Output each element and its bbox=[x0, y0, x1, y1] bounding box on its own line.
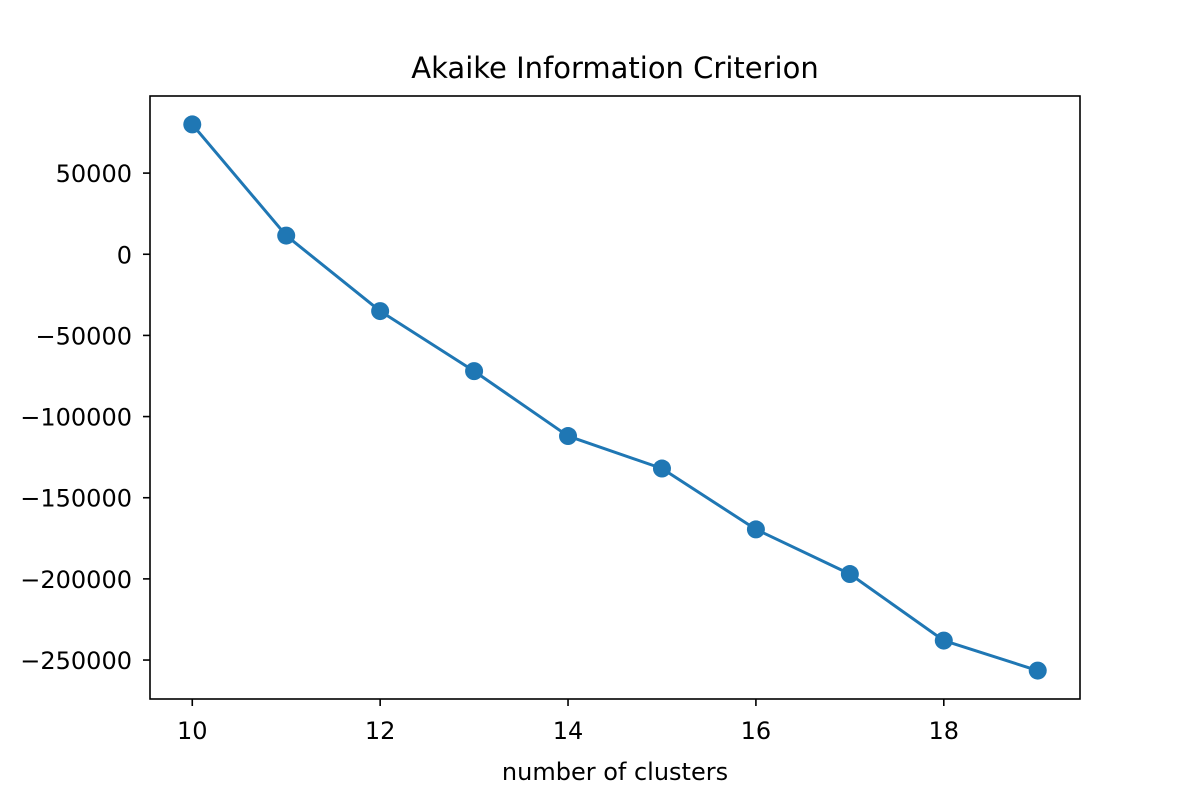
y-tick-label: −150000 bbox=[20, 485, 132, 513]
y-tick-label: −250000 bbox=[20, 647, 132, 675]
x-tick-label: 18 bbox=[929, 717, 960, 745]
data-point bbox=[559, 427, 578, 446]
data-point bbox=[1028, 661, 1047, 680]
chart-title: Akaike Information Criterion bbox=[411, 51, 818, 85]
data-point bbox=[652, 459, 671, 478]
y-axis-ticks: 50000 0 −50000 −100000 −150000 −200000 −250000 bbox=[20, 160, 150, 675]
y-tick-label: 0 bbox=[117, 241, 132, 269]
data-point bbox=[183, 115, 202, 134]
x-tick-label: 12 bbox=[365, 717, 396, 745]
series-layer bbox=[183, 115, 1047, 680]
data-point bbox=[277, 226, 296, 245]
plot-area-frame bbox=[149, 95, 1081, 700]
x-tick-label: 16 bbox=[741, 717, 772, 745]
y-tick-label: −100000 bbox=[20, 404, 132, 432]
data-point bbox=[465, 362, 484, 381]
data-point bbox=[371, 302, 390, 321]
x-axis-label: number of clusters bbox=[502, 758, 728, 786]
x-axis-ticks: 10 12 14 16 18 bbox=[177, 699, 959, 745]
y-tick-label: −200000 bbox=[20, 566, 132, 594]
series-line bbox=[190, 122, 1040, 673]
x-tick-label: 14 bbox=[553, 717, 584, 745]
y-tick-label: −50000 bbox=[36, 322, 132, 350]
y-tick-label: 50000 bbox=[56, 160, 132, 188]
data-point bbox=[746, 520, 765, 539]
data-point bbox=[840, 565, 859, 584]
x-tick-label: 10 bbox=[177, 717, 208, 745]
data-point bbox=[934, 631, 953, 650]
